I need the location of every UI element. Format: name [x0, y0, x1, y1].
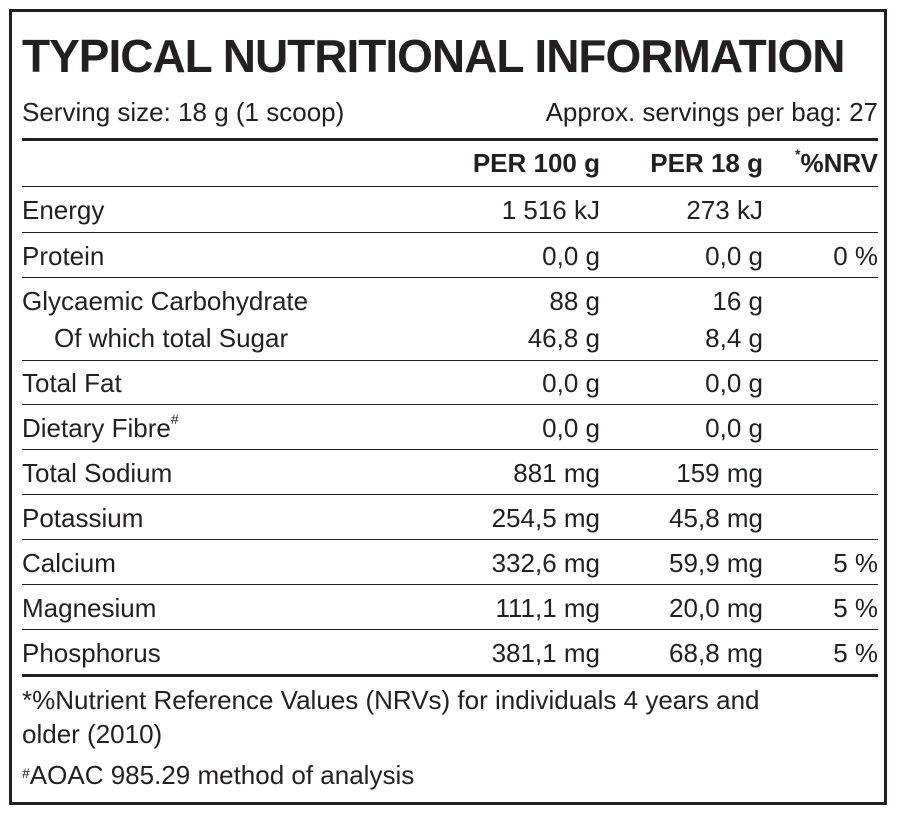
row-divider [22, 404, 878, 405]
row-divider [22, 186, 878, 187]
header-nrv: *%NRV [795, 146, 878, 179]
row-per18: 68,8 mg [669, 638, 763, 668]
row-per100: 1 516 kJ [501, 195, 600, 225]
row-divider [22, 232, 878, 233]
header-per18: PER 18 g [650, 148, 763, 178]
thick-divider [22, 674, 878, 677]
row-name: Magnesium [22, 593, 157, 623]
row-per100: 0,0 g [542, 413, 600, 443]
row-name-text: Dietary Fibre [22, 413, 171, 443]
row-name: Potassium [22, 503, 144, 533]
row-nrv: 0 % [833, 241, 878, 271]
row-per100: 332,6 mg [491, 548, 600, 578]
row-nrv: 5 % [833, 638, 878, 668]
row-divider [22, 584, 878, 585]
footnote-nrv-line2: older (2010) [22, 719, 163, 749]
row-name: Energy [22, 195, 105, 225]
row-per100: 0,0 g [542, 368, 600, 398]
serving-size: Serving size: 18 g (1 scoop) [22, 97, 345, 127]
row-per100: 381,1 mg [491, 638, 600, 668]
row-divider [22, 277, 878, 278]
row-name: Total Fat [22, 368, 122, 398]
row-per18: 273 kJ [686, 195, 763, 225]
servings-per-bag: Approx. servings per bag: 27 [545, 97, 878, 127]
row-name: Total Sodium [22, 458, 173, 488]
row-divider [22, 449, 878, 450]
row-name: Phosphorus [22, 638, 161, 668]
row-per18: 16 g [712, 286, 763, 316]
row-per18: 59,9 mg [669, 548, 763, 578]
row-per18: 159 mg [676, 458, 763, 488]
row-per100: 46,8 g [527, 323, 600, 353]
thick-divider [22, 138, 878, 141]
fibre-hash-mark: # [170, 411, 179, 427]
serving-info: Serving size: 18 g (1 scoop) Approx. ser… [22, 96, 878, 128]
row-name: Protein [22, 241, 105, 271]
row-per18: 8,4 g [705, 323, 763, 353]
row-per100: 881 mg [513, 458, 600, 488]
row-divider [22, 539, 878, 540]
header-nrv-label: %NRV [800, 148, 878, 178]
row-per18: 0,0 g [705, 413, 763, 443]
row-per100: 254,5 mg [491, 503, 600, 533]
row-name: Of which total Sugar [54, 323, 289, 353]
footnote-aoac-text: AOAC 985.29 method of analysis [29, 760, 415, 790]
row-per18: 45,8 mg [669, 503, 763, 533]
row-per100: 111,1 mg [495, 593, 600, 623]
row-per18: 20,0 mg [669, 593, 763, 623]
row-per18: 0,0 g [705, 368, 763, 398]
row-per18: 0,0 g [705, 241, 763, 271]
row-name: Glycaemic Carbohydrate [22, 286, 309, 316]
row-divider [22, 360, 878, 361]
row-divider [22, 629, 878, 630]
aoac-hash-mark: # [22, 765, 30, 781]
footnote-aoac: #AOAC 985.29 method of analysis [22, 758, 878, 792]
row-per100: 88 g [549, 286, 600, 316]
nutrition-panel [9, 9, 887, 805]
row-per100: 0,0 g [542, 241, 600, 271]
row-nrv: 5 % [833, 593, 878, 623]
row-name: Dietary Fibre# [22, 411, 179, 444]
row-nrv: 5 % [833, 548, 878, 578]
footnote-nrv-line1: *%Nutrient Reference Values (NRVs) for i… [22, 685, 760, 715]
row-name: Calcium [22, 548, 116, 578]
row-divider [22, 494, 878, 495]
footnote-nrv: *%Nutrient Reference Values (NRVs) for i… [22, 683, 878, 751]
panel-title: TYPICAL NUTRITIONAL INFORMATION [22, 30, 846, 82]
header-per100: PER 100 g [472, 148, 600, 178]
nrv-asterisk: * [795, 146, 801, 162]
